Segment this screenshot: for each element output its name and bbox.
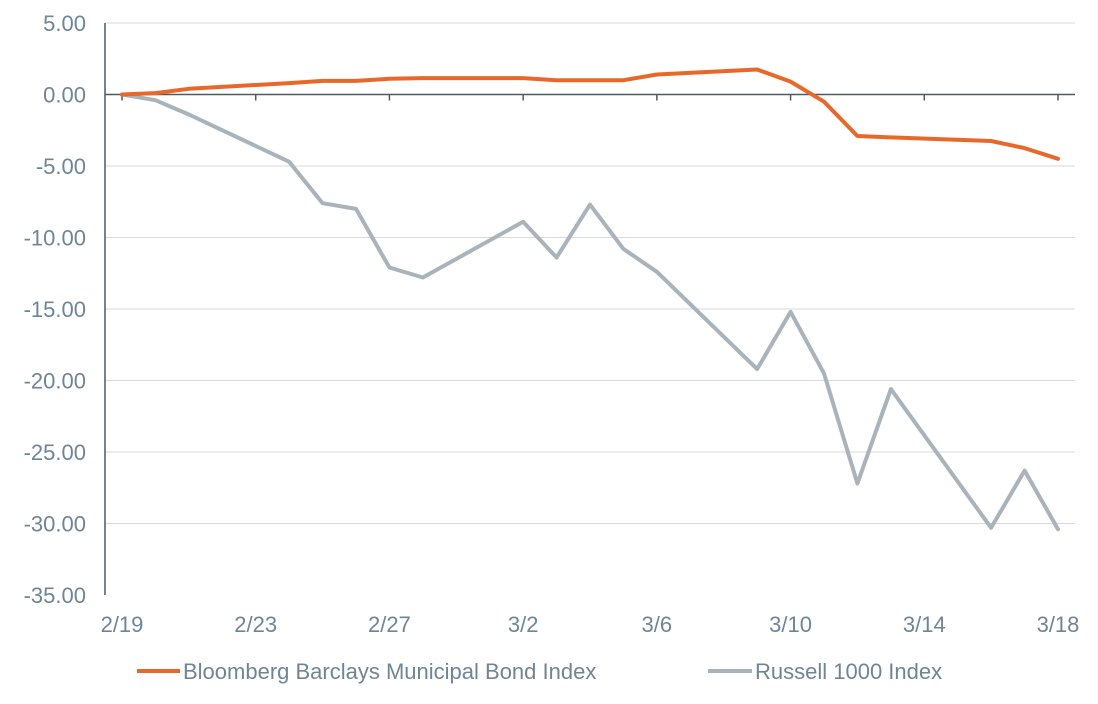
legend: Bloomberg Barclays Municipal Bond Index …: [137, 659, 942, 684]
x-tick-label: 3/6: [642, 612, 673, 637]
y-tick-label: -35.00: [24, 583, 86, 608]
x-tick-label: 2/23: [234, 612, 277, 637]
y-tick-labels: 5.00 0.00 -5.00 -10.00 -15.00 -20.00 -25.00 -30…: [24, 11, 86, 608]
y-tick-label: 0.00: [43, 83, 86, 108]
x-tick-labels: 2/19 2/23 2/27 3/2 3/6 3/10 3/14 3/18: [101, 612, 1080, 637]
series-lines: [120, 67, 1060, 532]
x-tick-label: 3/2: [508, 612, 539, 637]
series-line-muni: [120, 67, 1060, 161]
y-tick-label: 5.00: [43, 11, 86, 36]
y-tick-label: -25.00: [24, 440, 86, 465]
x-tick-label: 3/10: [769, 612, 812, 637]
y-tick-label: -30.00: [24, 512, 86, 537]
y-tick-label: -5.00: [36, 154, 86, 179]
y-tick-label: -20.00: [24, 369, 86, 394]
series-line-russell: [120, 92, 1060, 532]
y-tick-label: -10.00: [24, 226, 86, 251]
gridlines: [105, 22, 1075, 524]
legend-label-muni: Bloomberg Barclays Municipal Bond Index: [183, 659, 596, 684]
legend-label-russell: Russell 1000 Index: [755, 659, 942, 684]
x-tick-label: 3/14: [903, 612, 946, 637]
x-tick-label: 3/18: [1037, 612, 1080, 637]
x-tick-label: 2/27: [368, 612, 411, 637]
axes: [104, 23, 1075, 595]
y-tick-label: -15.00: [24, 297, 86, 322]
x-tick-label: 2/19: [101, 612, 144, 637]
